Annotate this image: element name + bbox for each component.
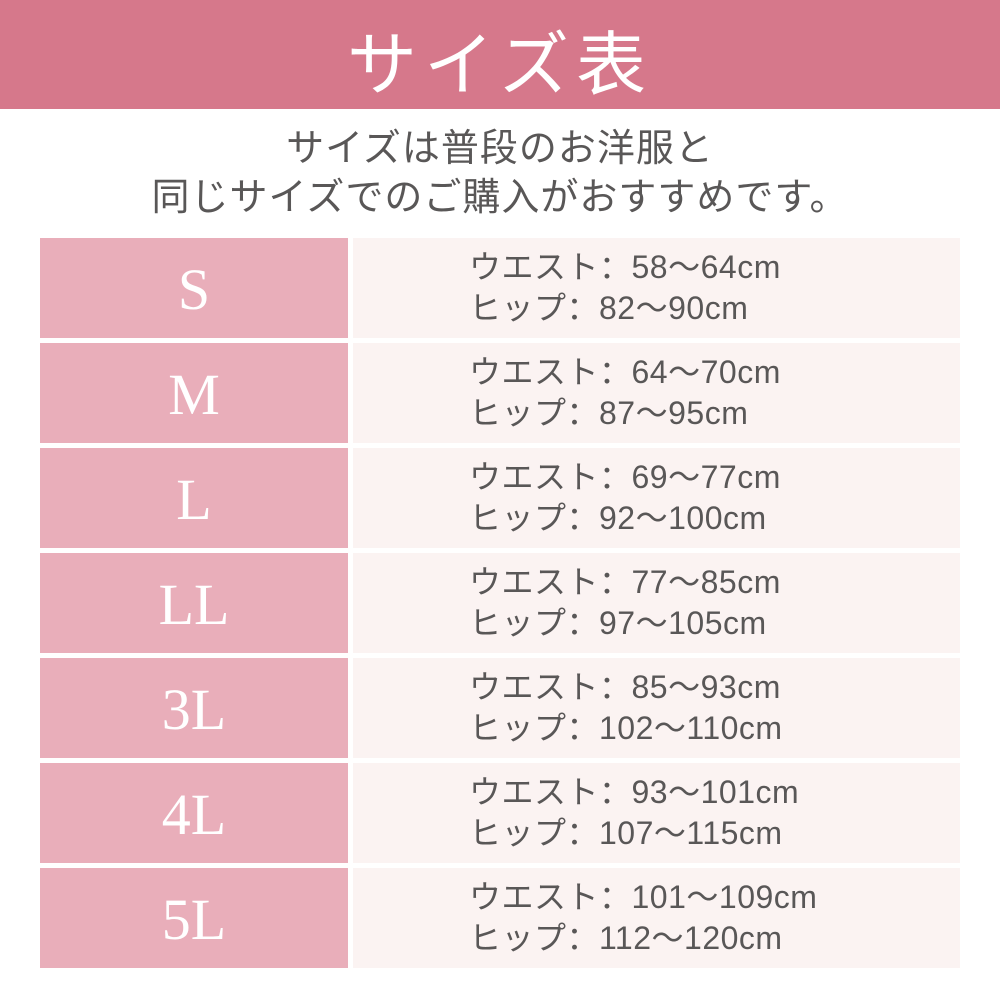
- hip-text: ヒップ：107～115cm: [469, 815, 783, 851]
- table-row: L ウエスト：69～77cm ヒップ：92～100cm: [40, 448, 960, 548]
- size-label: M: [168, 361, 220, 427]
- hip-text: ヒップ：87～95cm: [469, 395, 749, 431]
- waist-text: ウエスト：101～109cm: [469, 879, 818, 915]
- hip-text: ヒップ：102～110cm: [469, 710, 783, 746]
- table-row: M ウエスト：64～70cm ヒップ：87～95cm: [40, 343, 960, 443]
- hip-text: ヒップ：97～105cm: [469, 605, 767, 641]
- size-cell: 3L: [40, 658, 348, 758]
- waist-text: ウエスト：77～85cm: [469, 564, 781, 600]
- size-label: 3L: [161, 676, 227, 742]
- hip-text: ヒップ：112～120cm: [469, 920, 783, 956]
- size-table: S ウエスト：58～64cm ヒップ：82～90cm M ウエスト：64～70c…: [40, 238, 960, 968]
- size-label: L: [176, 466, 212, 532]
- waist-text: ウエスト：93～101cm: [469, 774, 800, 810]
- page-title: サイズ表: [347, 28, 653, 105]
- size-cell: L: [40, 448, 348, 548]
- size-label: 4L: [161, 781, 227, 847]
- waist-text: ウエスト：64～70cm: [469, 354, 781, 390]
- measurement-cell: ウエスト：69～77cm ヒップ：92～100cm: [353, 448, 960, 548]
- header-banner: サイズ表: [0, 0, 1000, 109]
- intro-line-2: 同じサイズでのご購入がおすすめです。: [151, 177, 849, 219]
- measurement-cell: ウエスト：101～109cm ヒップ：112～120cm: [353, 868, 960, 968]
- size-cell: 4L: [40, 763, 348, 863]
- table-row: LL ウエスト：77～85cm ヒップ：97～105cm: [40, 553, 960, 653]
- size-label: LL: [158, 571, 230, 637]
- waist-text: ウエスト：58～64cm: [469, 249, 781, 285]
- waist-text: ウエスト：69～77cm: [469, 459, 781, 495]
- measurement-cell: ウエスト：77～85cm ヒップ：97～105cm: [353, 553, 960, 653]
- measurement-cell: ウエスト：85～93cm ヒップ：102～110cm: [353, 658, 960, 758]
- measurement-cell: ウエスト：58～64cm ヒップ：82～90cm: [353, 238, 960, 338]
- size-cell: 5L: [40, 868, 348, 968]
- table-row: S ウエスト：58～64cm ヒップ：82～90cm: [40, 238, 960, 338]
- table-row: 5L ウエスト：101～109cm ヒップ：112～120cm: [40, 868, 960, 968]
- size-cell: S: [40, 238, 348, 338]
- hip-text: ヒップ：92～100cm: [469, 500, 767, 536]
- waist-text: ウエスト：85～93cm: [469, 669, 781, 705]
- table-row: 3L ウエスト：85～93cm ヒップ：102～110cm: [40, 658, 960, 758]
- measurement-cell: ウエスト：93～101cm ヒップ：107～115cm: [353, 763, 960, 863]
- table-row: 4L ウエスト：93～101cm ヒップ：107～115cm: [40, 763, 960, 863]
- measurement-cell: ウエスト：64～70cm ヒップ：87～95cm: [353, 343, 960, 443]
- size-cell: LL: [40, 553, 348, 653]
- hip-text: ヒップ：82～90cm: [469, 290, 749, 326]
- size-label: S: [177, 256, 211, 322]
- size-cell: M: [40, 343, 348, 443]
- size-label: 5L: [161, 886, 227, 952]
- intro-text: サイズは普段のお洋服と 同じサイズでのご購入がおすすめです。: [0, 125, 1000, 223]
- intro-line-1: サイズは普段のお洋服と: [286, 128, 714, 170]
